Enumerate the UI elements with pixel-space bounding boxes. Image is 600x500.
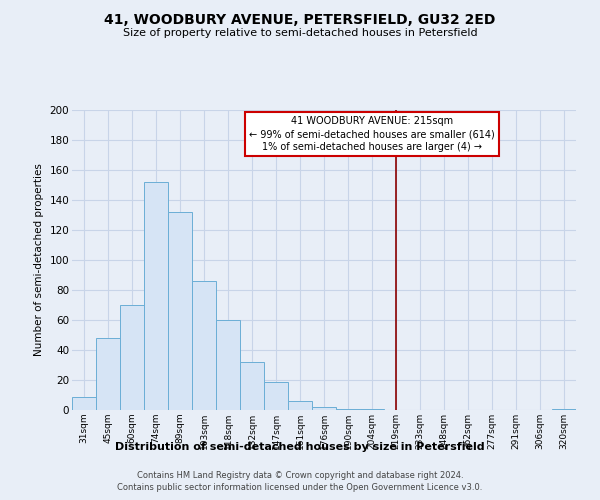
- Bar: [168, 212, 192, 410]
- Bar: [144, 182, 168, 410]
- Bar: [96, 338, 120, 410]
- Bar: [192, 281, 216, 410]
- Bar: [312, 407, 336, 410]
- Text: Size of property relative to semi-detached houses in Petersfield: Size of property relative to semi-detach…: [122, 28, 478, 38]
- Text: Contains HM Land Registry data © Crown copyright and database right 2024.: Contains HM Land Registry data © Crown c…: [137, 471, 463, 480]
- Bar: [72, 396, 96, 410]
- Text: 41, WOODBURY AVENUE, PETERSFIELD, GU32 2ED: 41, WOODBURY AVENUE, PETERSFIELD, GU32 2…: [104, 12, 496, 26]
- Bar: [240, 362, 264, 410]
- Bar: [120, 305, 144, 410]
- Text: Contains public sector information licensed under the Open Government Licence v3: Contains public sector information licen…: [118, 484, 482, 492]
- Bar: [360, 408, 384, 410]
- Bar: [552, 408, 576, 410]
- Text: Distribution of semi-detached houses by size in Petersfield: Distribution of semi-detached houses by …: [115, 442, 485, 452]
- Bar: [264, 382, 288, 410]
- Bar: [336, 408, 360, 410]
- Text: 41 WOODBURY AVENUE: 215sqm
← 99% of semi-detached houses are smaller (614)
1% of: 41 WOODBURY AVENUE: 215sqm ← 99% of semi…: [249, 116, 495, 152]
- Bar: [288, 401, 312, 410]
- Y-axis label: Number of semi-detached properties: Number of semi-detached properties: [34, 164, 44, 356]
- Bar: [216, 320, 240, 410]
